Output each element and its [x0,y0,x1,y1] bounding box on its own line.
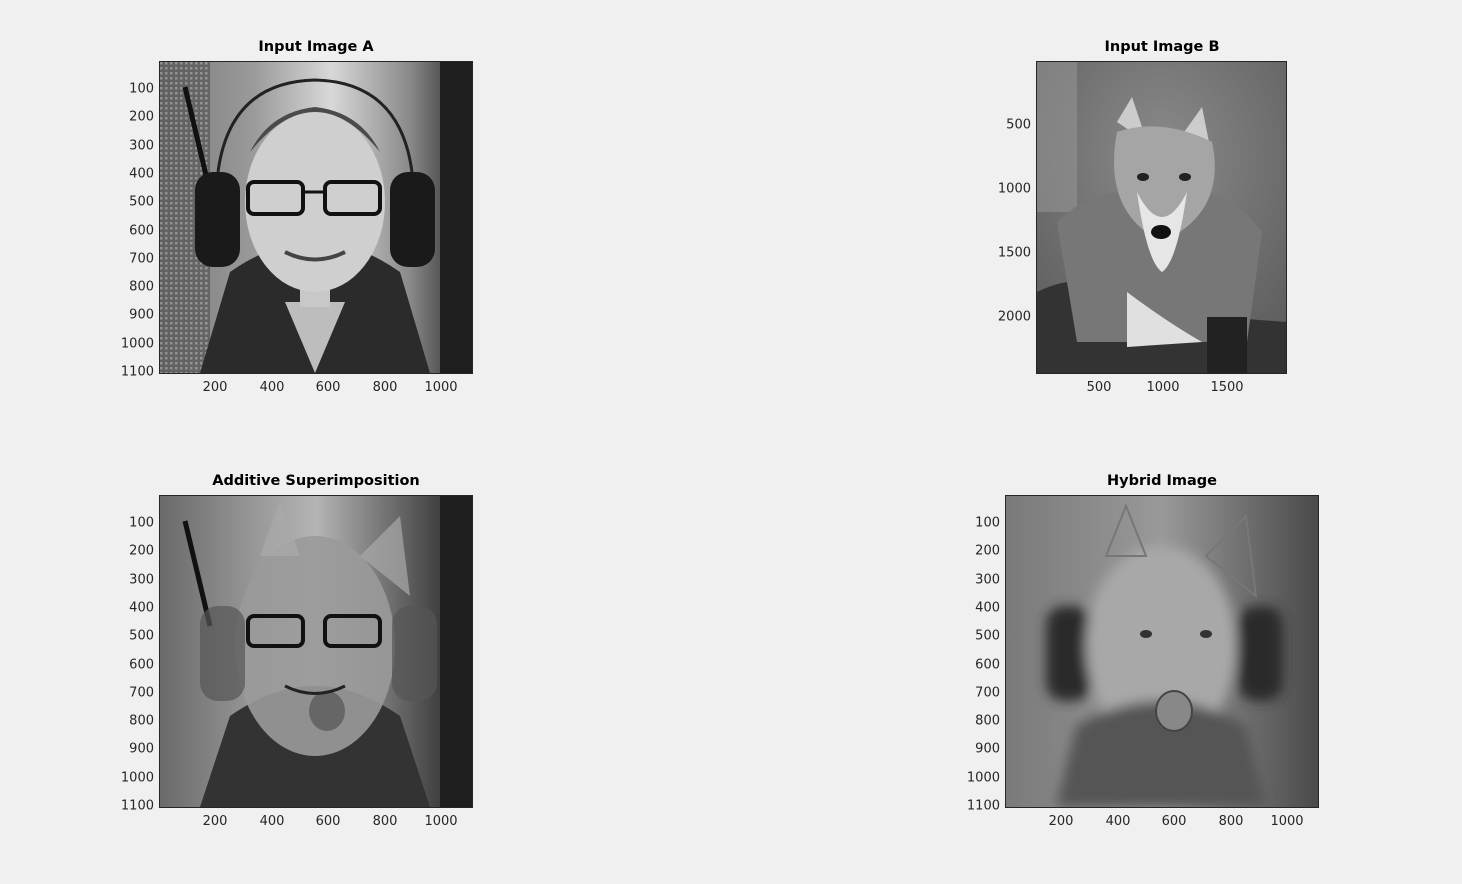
ytick: 800 [129,713,154,729]
ytick: 800 [975,713,1000,729]
image-input-a[interactable] [159,61,473,374]
ytick: 1000 [997,181,1031,197]
xtick: 1000 [424,814,458,829]
ytick: 600 [975,657,1000,673]
ytick: 600 [129,223,154,239]
xtick: 400 [259,814,285,829]
xtick: 1000 [1146,380,1180,395]
ytick: 300 [129,138,154,154]
image-additive[interactable] [159,495,473,808]
axes-title: Input Image A [258,39,374,55]
xtick: 600 [315,814,341,829]
ytick: 300 [975,572,1000,588]
xtick: 400 [259,380,285,395]
ytick: 1100 [120,364,154,380]
ytick: 1500 [997,245,1031,261]
ytick: 100 [975,515,1000,531]
xtick: 800 [372,814,398,829]
ytick: 600 [129,657,154,673]
ytick: 1000 [120,770,154,786]
ytick: 700 [975,685,1000,701]
image-hybrid[interactable] [1005,495,1319,808]
xtick: 600 [1161,814,1187,829]
xtick: 600 [315,380,341,395]
ytick: 1000 [120,336,154,352]
ytick: 1100 [120,798,154,814]
ytick: 900 [975,741,1000,757]
xtick: 1500 [1210,380,1244,395]
axes-title: Hybrid Image [1106,473,1218,489]
ytick: 400 [129,600,154,616]
ytick: 1100 [966,798,1000,814]
ytick: 500 [129,194,154,210]
xtick: 200 [1048,814,1074,829]
xtick: 1000 [424,380,458,395]
ytick: 500 [129,628,154,644]
xtick: 500 [1086,380,1112,395]
ytick: 400 [975,600,1000,616]
xtick: 1000 [1270,814,1304,829]
ytick: 100 [129,515,154,531]
ytick: 1000 [966,770,1000,786]
ytick: 500 [1006,117,1031,133]
ytick: 200 [129,109,154,125]
xtick: 200 [202,814,228,829]
ytick: 300 [129,572,154,588]
ytick: 700 [129,251,154,267]
ytick: 400 [129,166,154,182]
ytick: 200 [975,543,1000,559]
axes-title: Additive Superimposition [212,473,420,489]
image-input-b[interactable] [1036,61,1287,374]
ytick: 900 [129,741,154,757]
ytick: 500 [975,628,1000,644]
xtick: 800 [372,380,398,395]
ytick: 100 [129,81,154,97]
xtick: 400 [1105,814,1131,829]
ytick: 700 [129,685,154,701]
ytick: 800 [129,279,154,295]
axes-title: Input Image B [1104,39,1220,55]
ytick: 2000 [997,309,1031,325]
xtick: 800 [1218,814,1244,829]
xtick: 200 [202,380,228,395]
ytick: 900 [129,307,154,323]
ytick: 200 [129,543,154,559]
